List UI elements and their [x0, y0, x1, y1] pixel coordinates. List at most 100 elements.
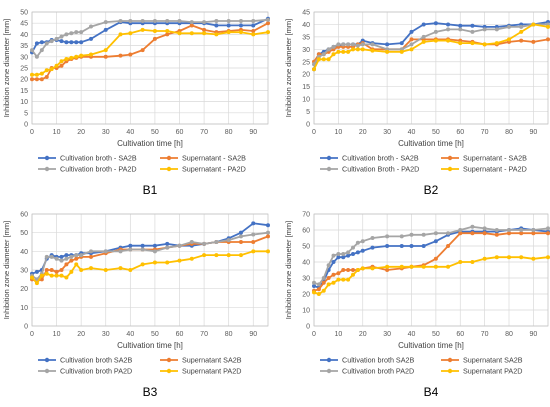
y-tick-label: 35 — [302, 34, 310, 41]
data-point — [346, 49, 351, 54]
data-point — [214, 18, 219, 23]
data-point — [39, 48, 44, 53]
x-tick-label: 0 — [312, 129, 316, 136]
data-point — [446, 231, 451, 236]
x-tick-label: 80 — [505, 129, 513, 136]
data-point — [103, 27, 108, 32]
plot-frame — [313, 11, 549, 125]
data-point — [202, 20, 207, 25]
x-tick-label: 20 — [359, 129, 367, 136]
x-tick-label: 50 — [151, 129, 159, 136]
legend-entry: Cultivation broth - SA2B — [38, 154, 137, 163]
panel-label: B2 — [424, 183, 439, 197]
data-point — [152, 249, 157, 254]
data-point — [351, 42, 355, 47]
x-axis-title: Cultivation time [h] — [117, 139, 183, 148]
data-point — [346, 268, 351, 272]
y-tick-label: 45 — [20, 21, 28, 28]
data-point — [321, 276, 326, 280]
plot-frame — [31, 213, 269, 327]
series-1 — [30, 221, 270, 276]
data-point — [482, 226, 487, 231]
data-point — [531, 22, 536, 27]
series-4 — [312, 255, 550, 296]
data-point — [79, 40, 84, 45]
x-tick-label: 40 — [126, 331, 134, 338]
data-point — [226, 18, 231, 23]
data-point — [266, 230, 270, 235]
data-point — [531, 231, 536, 236]
data-point — [74, 30, 79, 35]
data-point — [39, 40, 44, 45]
data-point — [370, 48, 375, 53]
x-tick-label: 70 — [200, 331, 208, 338]
data-point — [355, 268, 360, 272]
data-point — [103, 20, 108, 25]
data-point — [54, 256, 59, 261]
data-point — [214, 23, 219, 28]
legend-label: Supernatant PA2D — [182, 367, 241, 376]
data-point — [531, 228, 536, 232]
y-tick-label: 10 — [20, 99, 28, 106]
data-point — [355, 47, 360, 52]
data-point — [251, 249, 256, 254]
legend-swatch-marker — [44, 357, 50, 363]
y-tick-label: 20 — [20, 77, 28, 84]
data-point — [251, 232, 256, 237]
y-tick-label: 0 — [24, 122, 28, 129]
data-point — [266, 17, 270, 22]
data-point — [341, 42, 346, 47]
data-point — [326, 263, 331, 268]
x-tick-label: 40 — [408, 331, 416, 338]
legend-swatch-marker — [44, 368, 50, 374]
data-point — [346, 277, 351, 282]
legend-swatch-marker — [326, 166, 332, 172]
data-point — [494, 41, 499, 46]
data-point — [39, 71, 44, 76]
data-point — [89, 36, 93, 41]
data-point — [118, 18, 123, 23]
data-point — [189, 20, 194, 25]
data-point — [165, 245, 170, 250]
y-tick-label: 10 — [20, 305, 28, 312]
data-point — [165, 241, 170, 246]
data-point — [341, 255, 346, 260]
chart-panel-b1: 0 5 10 15 20 25 30 35 40 45 50 0 10 20 30 40 50 60 70 80 90 C… — [2, 10, 270, 197]
data-point — [39, 77, 44, 82]
data-point — [546, 226, 550, 231]
y-tick-label: 60 — [302, 228, 310, 235]
data-point — [421, 34, 426, 39]
data-point — [470, 41, 475, 46]
series-3 — [312, 224, 550, 287]
data-point — [128, 18, 133, 23]
data-point — [458, 231, 463, 236]
data-point — [421, 244, 426, 248]
legend-entry: Cultivation broth PA2D — [38, 367, 132, 376]
x-tick-label: 60 — [176, 129, 184, 136]
data-point — [331, 272, 336, 277]
data-point — [30, 77, 34, 82]
data-point — [79, 268, 84, 272]
x-tick-label: 30 — [102, 129, 110, 136]
data-point — [312, 67, 316, 72]
legend-swatch-marker — [44, 166, 50, 172]
data-point — [118, 53, 123, 58]
data-point — [89, 254, 93, 259]
data-point — [360, 239, 365, 244]
y-tick-label: 20 — [20, 286, 28, 293]
x-tick-label: 20 — [77, 129, 85, 136]
legend-label: Supernatant PA2D — [463, 367, 522, 376]
legend-entry: Supernatant - SA2B — [441, 154, 527, 163]
legend-entry: Cultivation broth SA2B — [320, 356, 415, 365]
y-tick-label: 40 — [302, 260, 310, 267]
data-point — [44, 41, 49, 46]
data-point — [103, 268, 108, 272]
data-point — [370, 266, 375, 271]
data-point — [238, 230, 243, 235]
legend-swatch-marker — [447, 166, 453, 172]
data-point — [336, 42, 341, 47]
data-point — [507, 228, 511, 232]
x-tick-label: 20 — [359, 331, 367, 338]
series-line — [313, 256, 549, 295]
data-point — [399, 234, 404, 239]
